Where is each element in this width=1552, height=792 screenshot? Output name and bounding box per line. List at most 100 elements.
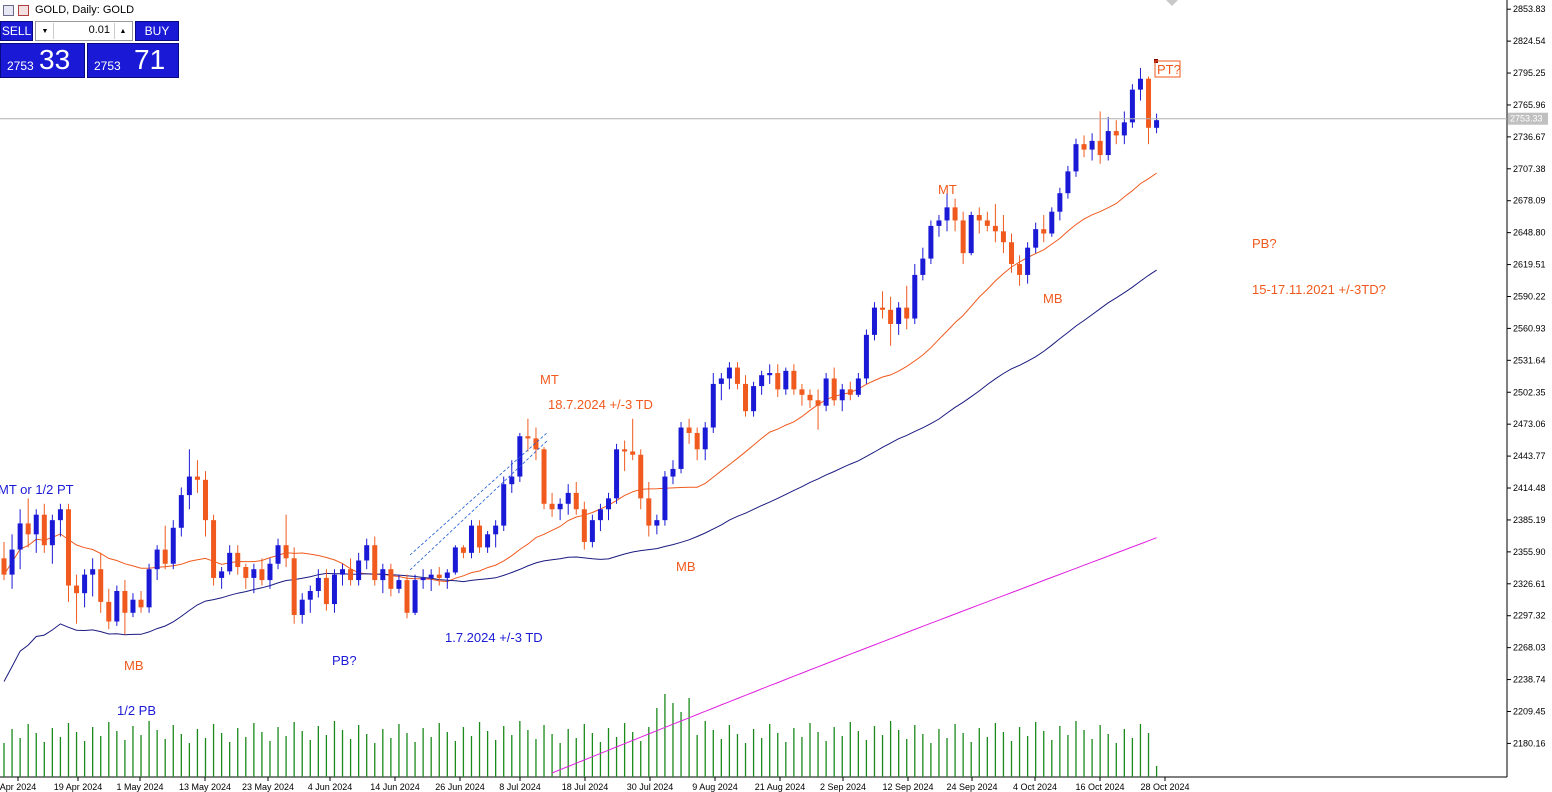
candle-body — [283, 545, 289, 559]
candle-body — [186, 476, 192, 496]
candle-body — [291, 558, 297, 615]
candle-body — [815, 400, 821, 406]
candle-body — [162, 549, 168, 564]
candle-body — [1081, 144, 1087, 150]
candle-body — [952, 207, 958, 221]
candle-body — [1089, 140, 1095, 150]
candle-body — [726, 367, 732, 379]
candle-body — [477, 525, 483, 548]
chart-window-icon[interactable] — [3, 4, 14, 16]
price-tick-label: 2268.03 — [1513, 643, 1546, 653]
candle-body — [138, 599, 144, 608]
annotation-label: 15-17.11.2021 +/-3TD? — [1252, 282, 1386, 297]
lot-increase-icon[interactable]: ▲ — [114, 23, 131, 39]
candle-body — [573, 492, 579, 510]
candle-body — [662, 476, 668, 521]
sell-button[interactable]: SELL — [0, 21, 33, 41]
buy-button[interactable]: BUY — [135, 21, 179, 41]
candle-body — [74, 585, 80, 594]
lot-value[interactable]: 0.01 — [88, 24, 110, 36]
candle-body — [1073, 144, 1079, 172]
candle-body — [49, 520, 55, 546]
candle-body — [25, 523, 31, 535]
price-tick-label: 2385.19 — [1513, 515, 1546, 525]
candle-body — [348, 569, 354, 581]
annotation-label: MT — [938, 182, 957, 197]
sell-price-big: 33 — [39, 44, 71, 75]
candle-body — [146, 569, 152, 608]
candle-body — [90, 569, 96, 575]
candle-body — [880, 307, 886, 310]
candle-body — [896, 307, 902, 324]
candle-body — [307, 590, 313, 600]
buy-price-small: 2753 — [94, 59, 121, 73]
candle-body — [638, 454, 644, 499]
candle-body — [589, 520, 595, 542]
candle-body — [888, 309, 894, 324]
candle-body — [267, 563, 273, 581]
ma-slow-line — [551, 537, 1157, 774]
candle-body — [178, 495, 184, 528]
candle-body — [1154, 120, 1160, 128]
candle-body — [259, 569, 265, 581]
candlesticks — [1, 67, 1160, 635]
chart-title: GOLD, Daily: GOLD — [35, 4, 135, 16]
candle-body — [976, 214, 982, 221]
candle-body — [1097, 140, 1103, 156]
price-tick-label: 2473.06 — [1513, 419, 1546, 429]
candle-body — [372, 545, 378, 581]
candle-body — [839, 389, 845, 401]
candle-body — [243, 567, 249, 578]
candle-body — [1057, 193, 1063, 212]
price-tick-label: 2678.09 — [1513, 196, 1546, 206]
candle-body — [767, 373, 773, 376]
time-tick-label: 14 Jun 2024 — [370, 782, 420, 792]
candle-body — [509, 476, 515, 485]
candle-body — [1033, 229, 1039, 248]
candle-body — [678, 427, 684, 469]
candle-body — [823, 378, 829, 406]
price-tick-label: 2531.64 — [1513, 355, 1546, 365]
price-tick-label: 2619.51 — [1513, 260, 1546, 270]
candle-body — [323, 577, 329, 605]
symbol-icon[interactable] — [18, 4, 29, 16]
candle-body — [396, 580, 402, 589]
candle-body — [783, 370, 789, 390]
time-tick-label: 21 Aug 2024 — [755, 782, 806, 792]
candle-body — [227, 552, 233, 572]
candle-body — [1017, 264, 1023, 275]
candle-body — [331, 574, 337, 605]
time-tick-label: 23 May 2024 — [242, 782, 294, 792]
sell-price-button[interactable]: 2753 33 — [0, 43, 85, 78]
price-tick-label: 2736.67 — [1513, 132, 1546, 142]
candle-body — [1137, 78, 1143, 90]
annotation-label: MT or 1/2 PT — [0, 482, 74, 497]
candle-body — [622, 449, 628, 452]
lot-decrease-icon[interactable]: ▼ — [37, 23, 54, 39]
candle-body — [936, 220, 942, 226]
time-tick-label: 28 Oct 2024 — [1140, 782, 1189, 792]
candle-body — [718, 378, 724, 384]
buy-price-big: 71 — [134, 44, 166, 75]
candle-body — [428, 574, 434, 578]
candle-body — [412, 580, 418, 613]
time-tick-label: 4 Jun 2024 — [308, 782, 353, 792]
candle-body — [1121, 122, 1127, 136]
candle-body — [541, 449, 547, 504]
candle-body — [928, 225, 934, 259]
candle-body — [1, 558, 7, 575]
price-tick-label: 2180.16 — [1513, 738, 1546, 748]
annotation-label: MB — [124, 658, 144, 673]
candle-body — [1041, 229, 1047, 234]
candle-body — [170, 527, 176, 564]
candle-body — [130, 599, 136, 613]
candle-body — [82, 574, 88, 594]
candle-body — [743, 383, 749, 412]
lot-size-field[interactable]: ▼ 0.01 ▲ — [35, 21, 133, 41]
one-click-trading-panel: SELL ▼ 0.01 ▲ BUY 2753 33 2753 71 — [0, 21, 179, 78]
buy-price-button[interactable]: 2753 71 — [87, 43, 179, 78]
price-tick-label: 2853.83 — [1513, 4, 1546, 14]
price-tick-label: 2707.38 — [1513, 164, 1546, 174]
candle-body — [380, 569, 386, 581]
